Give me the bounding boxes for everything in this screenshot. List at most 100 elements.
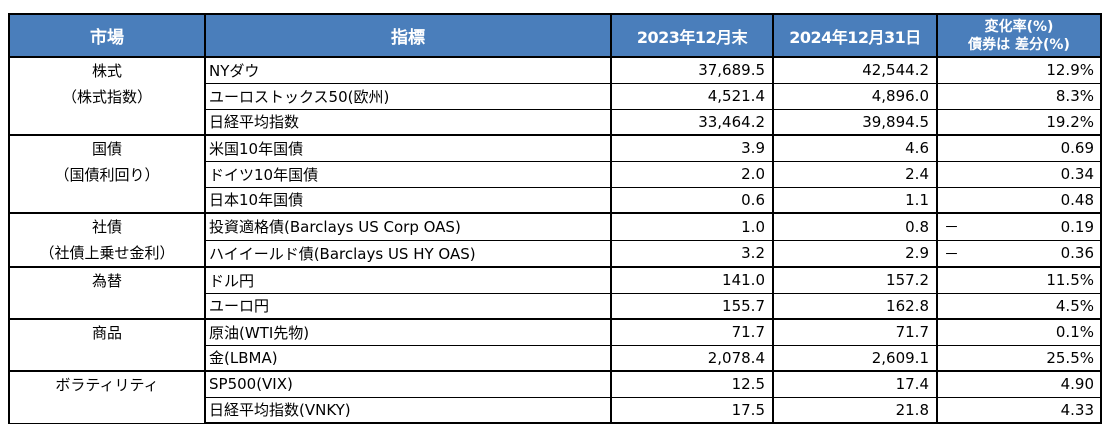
value-2024-cell: 42,544.2 [772,56,938,84]
change-cell: 25.5% [936,344,1102,372]
value-2023-cell: 33,464.2 [610,108,774,136]
change-value: 0.36 [1060,244,1094,263]
change-value: 4.5% [1055,296,1094,315]
table-row: 日経平均指数 33,464.2 39,894.5 19.2% [9,108,1102,136]
change-value: 0.48 [1060,190,1094,209]
change-value: 0.1% [1055,323,1094,342]
value-2023-cell: 37,689.5 [610,56,774,84]
value-2023-cell: 12.5 [610,370,774,398]
change-cell: － 0.36 [936,239,1102,268]
change-cell: 0.34 [936,160,1102,188]
market-label: 為替 [91,272,122,290]
change-cell: － 0.19 [936,212,1102,241]
indicator-cell: ハイイールド債(Barclays US HY OAS) [204,239,612,268]
change-cell: 4.90 [936,370,1102,398]
indicator-cell: 米国10年国債 [204,134,612,162]
market-group-equity: 株式 （株式指数） [8,56,206,136]
market-label: 国債 [91,140,122,158]
change-value: 4.90 [1060,375,1094,394]
header-market: 市場 [8,13,206,58]
header-change: 変化率(%) 債券は 差分(%) [936,13,1102,58]
indicator-cell: ユーロストックス50(欧州) [204,82,612,110]
market-label: 社債 [91,218,122,236]
table-body: 株式 （株式指数） NYダウ 37,689.5 42,544.2 12.9% ユ… [8,56,1102,424]
table-row: 株式 （株式指数） NYダウ 37,689.5 42,544.2 12.9% [8,56,1102,136]
indicator-cell: 金(LBMA) [204,344,612,372]
market-group-govt-bond: 国債 （国債利回り） [8,134,206,214]
indicator-cell: NYダウ [204,56,612,84]
change-cell: 0.48 [936,186,1102,214]
value-2024-cell: 17.4 [772,370,938,398]
value-2023-cell: 3.9 [610,134,774,162]
change-value: 8.3% [1055,87,1094,105]
market-sublabel: （社債上乗せ金利） [39,244,175,262]
market-group-volatility: ボラティリティ [8,370,206,424]
table-row: 為替 ドル円 141.0 157.2 11.5% [8,266,1102,320]
table-row: 商品 原油(WTI先物) 71.7 71.7 0.1% [8,318,1102,372]
change-cell: 12.9% [936,56,1102,84]
value-2023-cell: 155.7 [610,292,774,320]
table-row: 社債 （社債上乗せ金利） 投資適格債(Barclays US Corp OAS)… [8,212,1102,268]
value-2024-cell: 2,609.1 [772,344,938,372]
value-2023-cell: 2,078.4 [610,344,774,372]
indicator-cell: ユーロ円 [204,292,612,320]
market-group-fx: 為替 [8,266,206,320]
change-cell: 0.69 [936,134,1102,162]
value-2024-cell: 157.2 [772,266,938,294]
minus-sign: － [944,218,960,237]
value-2024-cell: 2.9 [772,239,938,268]
market-label: ボラティリティ [55,376,159,394]
value-2023-cell: 71.7 [610,318,774,346]
table-header: 市場 指標 2023年12月末 2024年12月31日 変化率(%) 債券は 差… [8,13,1102,58]
value-2023-cell: 141.0 [610,266,774,294]
market-label: 株式 [91,62,122,80]
market-sublabel: （株式指数） [61,88,152,106]
value-2023-cell: 1.0 [610,212,774,241]
minus-sign: － [944,244,960,263]
change-cell: 11.5% [936,266,1102,294]
value-2023-cell: 17.5 [610,396,774,424]
table-row: ユーロ円 155.7 162.8 4.5% [9,292,1102,320]
change-cell: 4.5% [936,292,1102,320]
value-2024-cell: 4.6 [772,134,938,162]
value-2024-cell: 39,894.5 [772,108,938,136]
change-cell: 4.33 [936,396,1102,424]
indicator-cell: 投資適格債(Barclays US Corp OAS) [204,212,612,241]
value-2024-cell: 4,896.0 [772,82,938,110]
market-group-corp-bond: 社債 （社債上乗せ金利） [8,212,206,268]
value-2023-cell: 2.0 [610,160,774,188]
market-data-table: 市場 指標 2023年12月末 2024年12月31日 変化率(%) 債券は 差… [8,13,1102,424]
value-2023-cell: 3.2 [610,239,774,268]
value-2024-cell: 2.4 [772,160,938,188]
indicator-cell: 日経平均指数 [204,108,612,136]
table-row: ユーロストックス50(欧州) 4,521.4 4,896.0 8.3% [9,82,1102,110]
change-value: 0.34 [1060,165,1094,183]
market-sublabel: （国債利回り） [54,166,160,184]
value-2023-cell: 4,521.4 [610,82,774,110]
indicator-cell: SP500(VIX) [204,370,612,398]
table-row: 日経平均指数(VNKY) 17.5 21.8 4.33 [9,396,1102,424]
change-cell: 19.2% [936,108,1102,136]
indicator-cell: ドル円 [204,266,612,294]
value-2024-cell: 0.8 [772,212,938,241]
header-2024: 2024年12月31日 [772,13,938,58]
table-row: ボラティリティ SP500(VIX) 12.5 17.4 4.90 [8,370,1102,424]
table-row: ドイツ10年国債 2.0 2.4 0.34 [9,160,1102,188]
header-change-line1: 変化率(%) [984,18,1054,35]
change-cell: 8.3% [936,82,1102,110]
indicator-cell: 日経平均指数(VNKY) [204,396,612,424]
change-cell: 0.1% [936,318,1102,346]
table-row: 日本10年国債 0.6 1.1 0.48 [9,186,1102,214]
change-value: 0.69 [1060,139,1094,158]
value-2024-cell: 71.7 [772,318,938,346]
header-2023: 2023年12月末 [610,13,774,58]
value-2023-cell: 0.6 [610,186,774,214]
change-value: 25.5% [1046,348,1094,367]
header-change-line2: 債券は 差分(%) [968,36,1070,53]
indicator-cell: 原油(WTI先物) [204,318,612,346]
market-label: 商品 [91,324,122,342]
indicator-cell: 日本10年国債 [204,186,612,214]
table-row: ハイイールド債(Barclays US HY OAS) 3.2 2.9 － 0.3… [9,239,1102,268]
change-value: 12.9% [1046,61,1094,80]
